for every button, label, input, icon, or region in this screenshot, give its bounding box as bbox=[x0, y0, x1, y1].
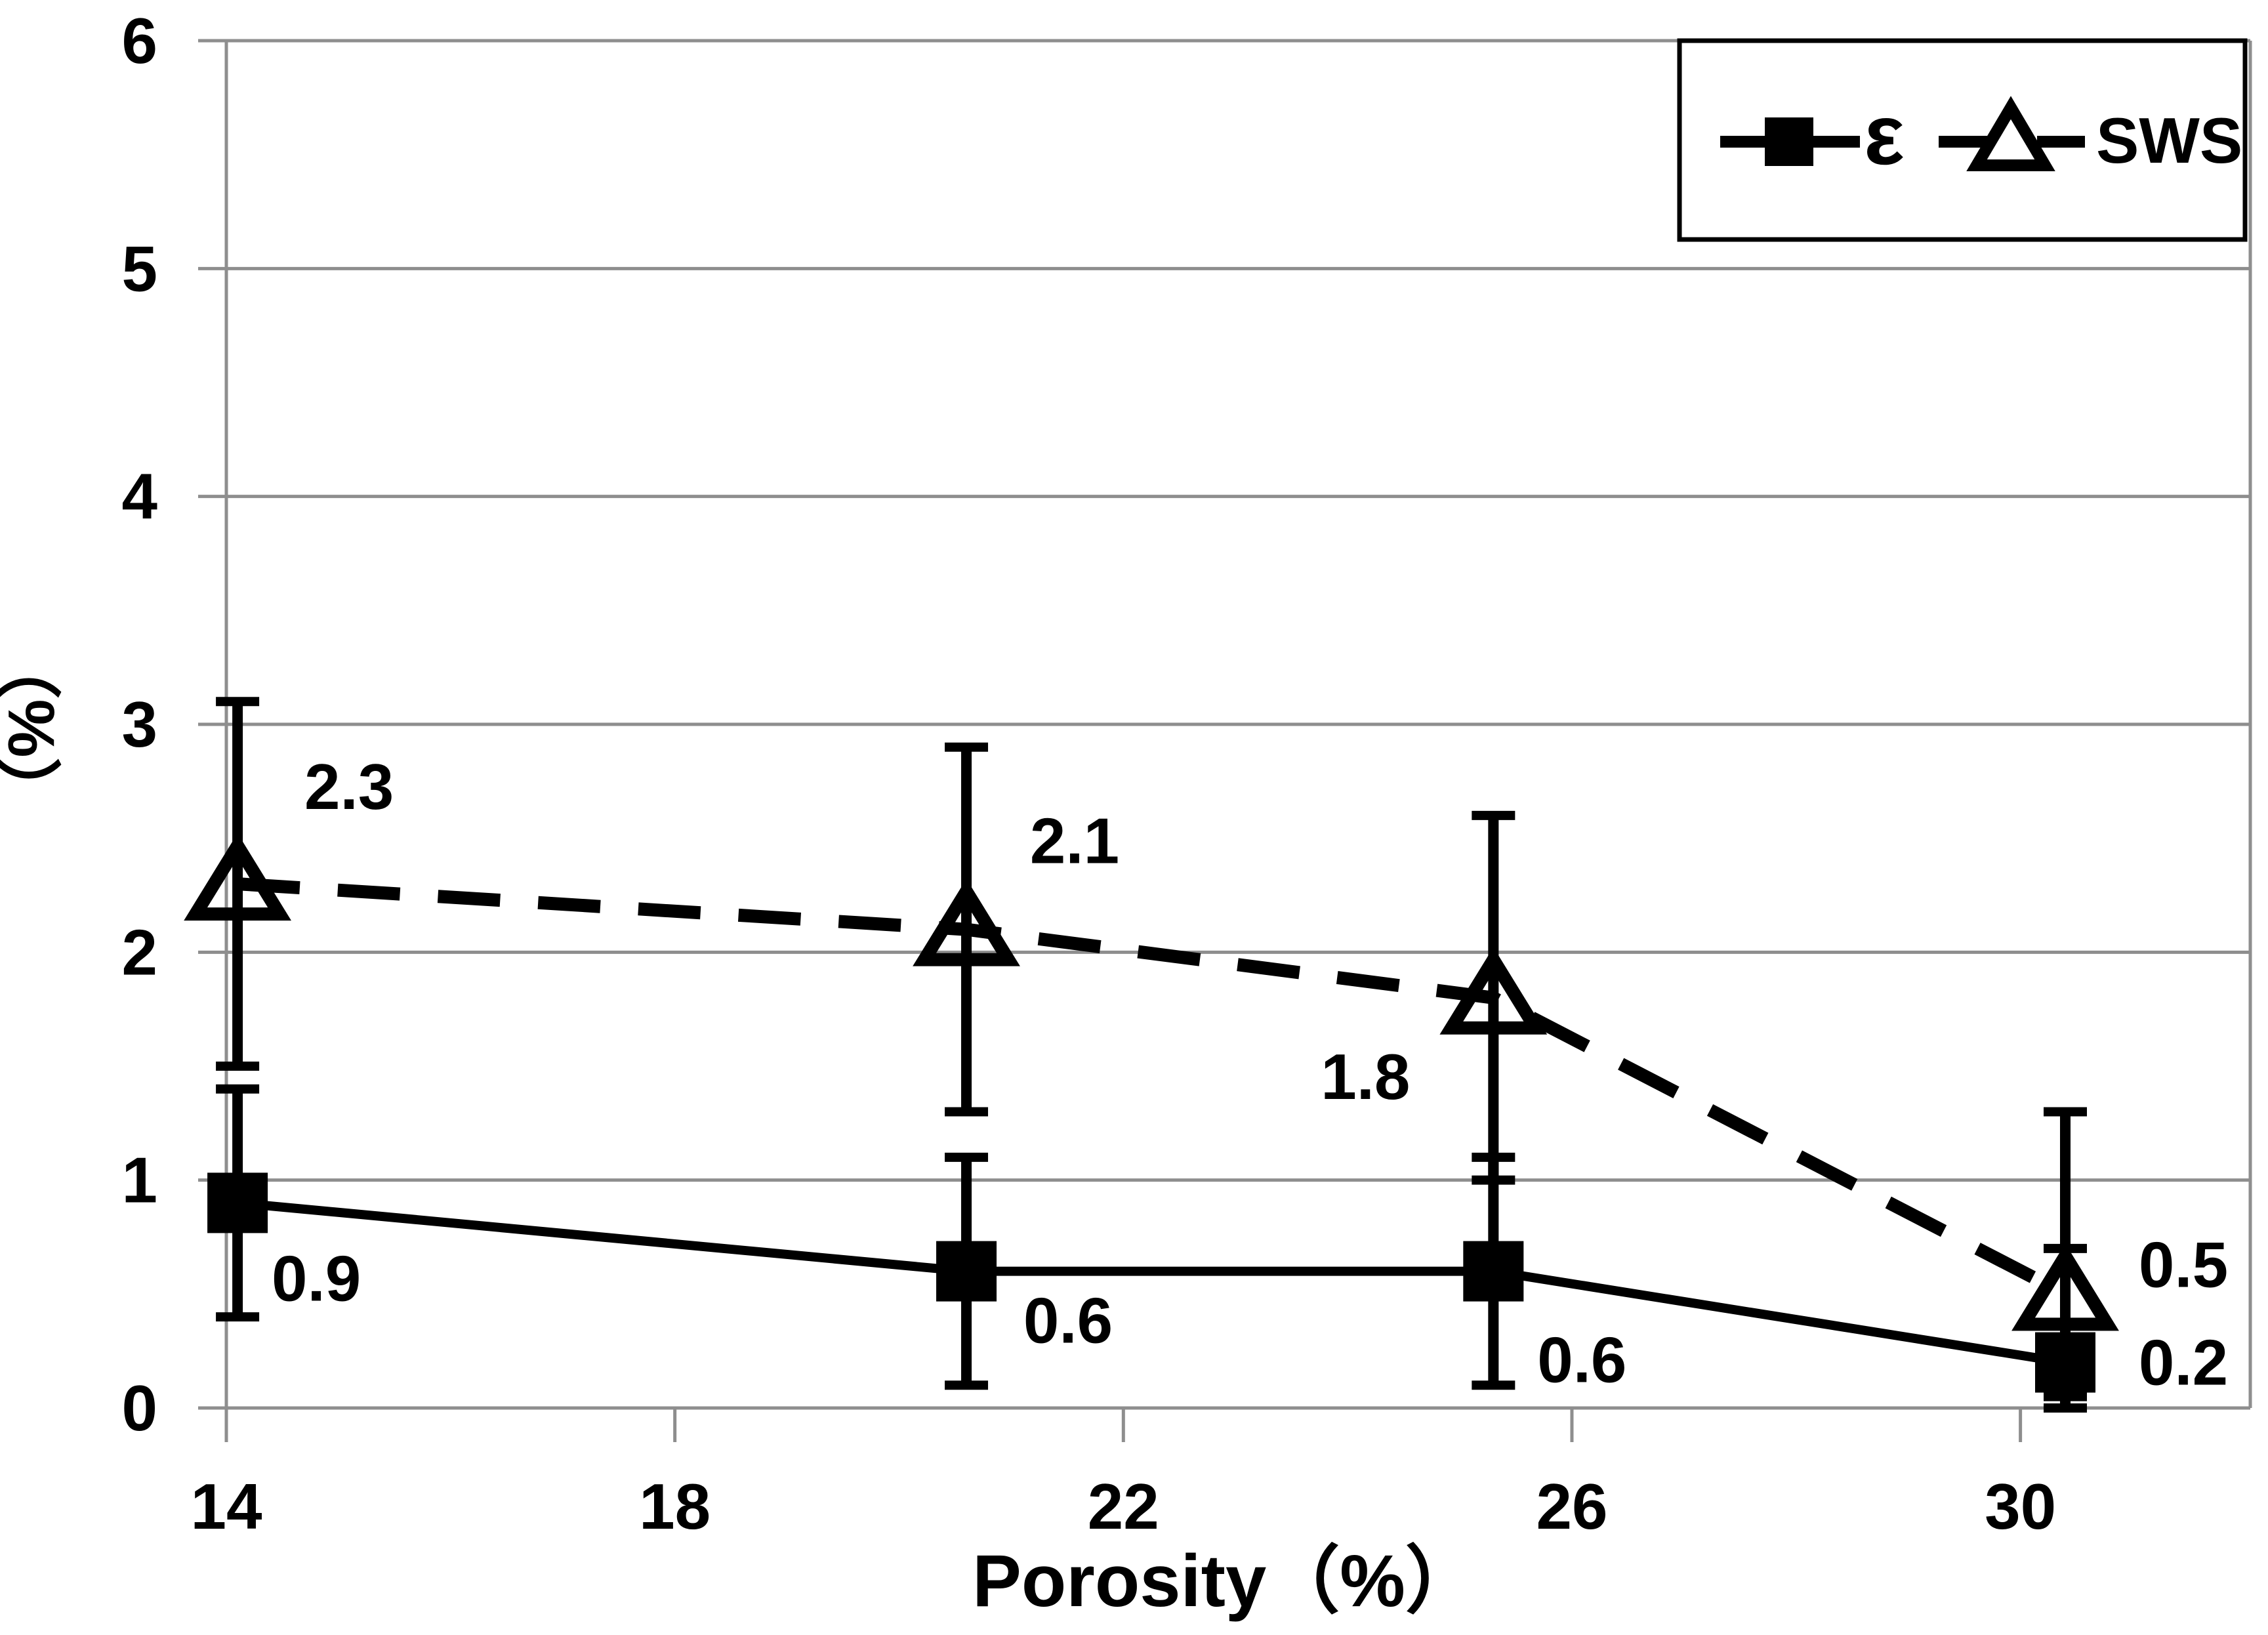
legend-sws-label: SWS bbox=[2096, 104, 2242, 176]
SWS-point-label: 0.5 bbox=[2139, 1228, 2228, 1300]
epsilon-square-marker bbox=[207, 1172, 268, 1233]
x-tick-label-22: 22 bbox=[1088, 1470, 1159, 1542]
ε-point-label: 0.2 bbox=[2139, 1327, 2228, 1399]
x-tick-label-30: 30 bbox=[1985, 1470, 2056, 1542]
x-axis-title: Porosity（%） bbox=[972, 1540, 1479, 1622]
sws-triangle-marker bbox=[1439, 947, 1548, 1035]
legend-sws-triangle-icon bbox=[1966, 96, 2055, 171]
sws-triangle-marker bbox=[913, 879, 1020, 966]
epsilon-square-marker bbox=[1463, 1241, 1524, 1302]
x-tick-label-26: 26 bbox=[1536, 1470, 1607, 1542]
ε-point-label: 0.6 bbox=[1537, 1324, 1626, 1396]
y-tick-label-6: 6 bbox=[121, 5, 157, 77]
sws-triangle-marker bbox=[2011, 1243, 2119, 1331]
x-tick-label-14: 14 bbox=[190, 1470, 262, 1542]
SWS-point-label: 1.8 bbox=[1321, 1041, 1410, 1113]
legend-epsilon-square-icon bbox=[1765, 117, 1813, 166]
y-tick-label-5: 5 bbox=[121, 232, 157, 304]
y-tick-label-0: 0 bbox=[121, 1372, 157, 1444]
SWS-point-label: 2.3 bbox=[304, 751, 394, 823]
y-tick-label-1: 1 bbox=[121, 1144, 157, 1216]
legend-epsilon-label: ε bbox=[1864, 87, 1905, 182]
ε-series-line bbox=[237, 1198, 2067, 1367]
ε-point-label: 0.6 bbox=[1023, 1285, 1113, 1357]
epsilon-square-marker bbox=[936, 1241, 997, 1302]
ε-point-label: 0.9 bbox=[272, 1242, 361, 1314]
y-axis-title: （%） bbox=[0, 634, 68, 823]
sws-triangle-marker bbox=[184, 833, 291, 921]
y-tick-label-4: 4 bbox=[121, 461, 157, 533]
SWS-point-label: 2.1 bbox=[1030, 805, 1119, 877]
y-tick-label-3: 3 bbox=[121, 688, 157, 760]
y-tick-label-2: 2 bbox=[121, 916, 157, 988]
x-tick-label-18: 18 bbox=[639, 1470, 711, 1542]
